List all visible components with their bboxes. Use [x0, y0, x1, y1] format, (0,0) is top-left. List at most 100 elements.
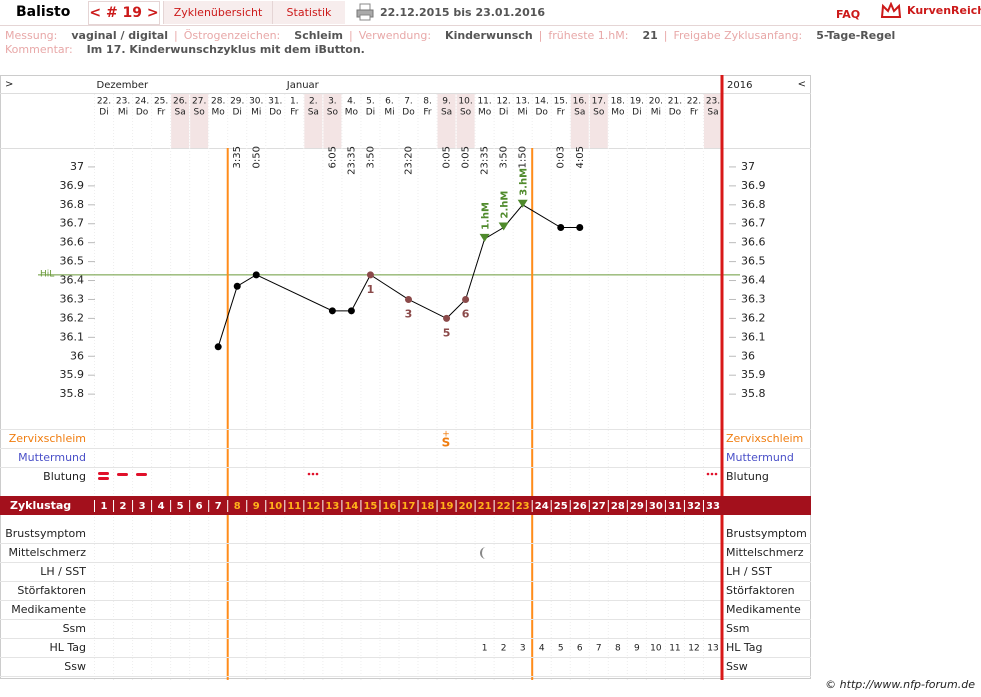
- separator: |: [663, 29, 668, 42]
- date: 9.: [442, 97, 451, 107]
- date: 15.: [554, 97, 568, 107]
- x-tick-label: 2: [120, 501, 127, 512]
- weekend-shade: [190, 94, 209, 148]
- weekday: Mi: [518, 108, 528, 118]
- cycle-nav[interactable]: < # 19 >: [88, 1, 160, 25]
- point-label: 3: [405, 307, 413, 320]
- bleeding: [117, 473, 128, 476]
- y-tick-label: 36.9: [741, 179, 766, 192]
- y-tick-label: 36.8: [60, 198, 85, 211]
- info-value: Kinderwunsch: [445, 29, 533, 42]
- weekday: Do: [535, 108, 548, 118]
- nav-next[interactable]: <: [798, 79, 806, 90]
- date: 3.: [328, 97, 337, 107]
- separator: |: [174, 29, 178, 42]
- hl-day: 1: [482, 644, 488, 654]
- weekday: So: [327, 108, 339, 118]
- weekday: Sa: [441, 108, 452, 118]
- weekday: Mi: [384, 108, 394, 118]
- y-tick-label: 36.3: [741, 292, 766, 305]
- x-tick-label: 11: [287, 501, 301, 512]
- y-tick-label: 36.9: [60, 179, 85, 192]
- faq-link[interactable]: FAQ: [836, 8, 861, 21]
- weekday: Do: [669, 108, 682, 118]
- temperature-point: [443, 314, 451, 322]
- hl-day: 7: [596, 644, 602, 654]
- date: 17.: [592, 97, 606, 107]
- weekend-shade: [437, 94, 456, 148]
- info-value: Schleim: [294, 29, 344, 42]
- tab[interactable]: Zyklenübersicht: [163, 1, 272, 24]
- weekday: Di: [632, 108, 641, 118]
- row-label: Störfaktoren: [726, 584, 795, 597]
- measure-time: 23:20: [404, 146, 415, 175]
- date: 18.: [611, 97, 625, 107]
- y-tick-label: 36.4: [741, 274, 766, 287]
- weekday: Sa: [574, 108, 585, 118]
- date: 28.: [211, 97, 225, 107]
- date: 30.: [249, 97, 263, 107]
- hl-day: 2: [501, 644, 507, 654]
- temperature-point: [252, 271, 260, 279]
- x-tick-label: 24: [535, 501, 549, 512]
- date: 23.: [116, 97, 130, 107]
- month-label: Dezember: [97, 80, 149, 91]
- x-tick-label: 21: [478, 501, 492, 512]
- y-tick-label: 37: [70, 160, 84, 173]
- measure-time: 6:05: [327, 146, 338, 168]
- row-label: Brustsymptom: [726, 527, 807, 540]
- temperature-point: [462, 295, 470, 303]
- date: 22.: [97, 97, 111, 107]
- user-name: Balisto: [16, 4, 71, 20]
- x-tick-label: 18: [421, 501, 435, 512]
- x-tick-label: 4: [158, 501, 165, 512]
- row-label: Ssw: [726, 660, 748, 673]
- spotting: [714, 472, 718, 476]
- point-label: 6: [462, 307, 470, 320]
- background: [0, 93, 811, 680]
- print-icon[interactable]: [356, 3, 374, 21]
- weekday: So: [593, 108, 605, 118]
- x-tick-label: 20: [459, 501, 473, 512]
- weekday: Do: [402, 108, 415, 118]
- weekday: Fr: [157, 108, 166, 118]
- y-tick-label: 36: [70, 349, 84, 362]
- y-tick-label: 35.8: [60, 387, 85, 400]
- measure-time: 3:35: [232, 146, 243, 168]
- measure-time: 3:50: [499, 146, 510, 168]
- row-label: LH / SST: [40, 565, 86, 578]
- date-range: 22.12.2015 bis 23.01.2016: [380, 6, 546, 19]
- weekday: Do: [269, 108, 282, 118]
- weekday: Sa: [707, 108, 718, 118]
- y-tick-label: 36.3: [60, 292, 85, 305]
- measure-time: 0:05: [461, 146, 472, 168]
- x-tick-label: 9: [253, 501, 260, 512]
- x-tick-label: 17: [402, 501, 416, 512]
- info-line: Messung: vaginal / digital | Östrogenzeiche…: [5, 29, 895, 42]
- row-label: Muttermund: [18, 451, 86, 464]
- measure-time: 0:05: [442, 146, 453, 168]
- info-value: 5-Tage-Regel: [816, 29, 896, 42]
- hl-day: 10: [650, 644, 662, 654]
- logo-text: KurvenReich: [907, 4, 981, 17]
- date: 23.: [706, 97, 720, 107]
- nav-prev[interactable]: >: [5, 79, 13, 90]
- x-tick-label: 26: [573, 501, 587, 512]
- weekday: Sa: [308, 108, 319, 118]
- date: 13.: [516, 97, 530, 107]
- date: 1.: [290, 97, 299, 107]
- bleeding: [98, 477, 109, 480]
- row-label: HL Tag: [726, 641, 763, 654]
- spotting: [315, 472, 319, 476]
- temperature-point: [328, 307, 336, 315]
- tab[interactable]: Statistik: [272, 1, 345, 24]
- weekend-shade: [304, 94, 323, 148]
- weekend-shade: [589, 94, 608, 148]
- x-tick-label: 1: [101, 501, 108, 512]
- row-label: Blutung: [43, 470, 86, 483]
- row-label: HL Tag: [49, 641, 86, 654]
- bleeding: [98, 472, 109, 475]
- hl-day: 4: [539, 644, 545, 654]
- weekday: Mi: [251, 108, 261, 118]
- weekend-shade: [171, 94, 190, 148]
